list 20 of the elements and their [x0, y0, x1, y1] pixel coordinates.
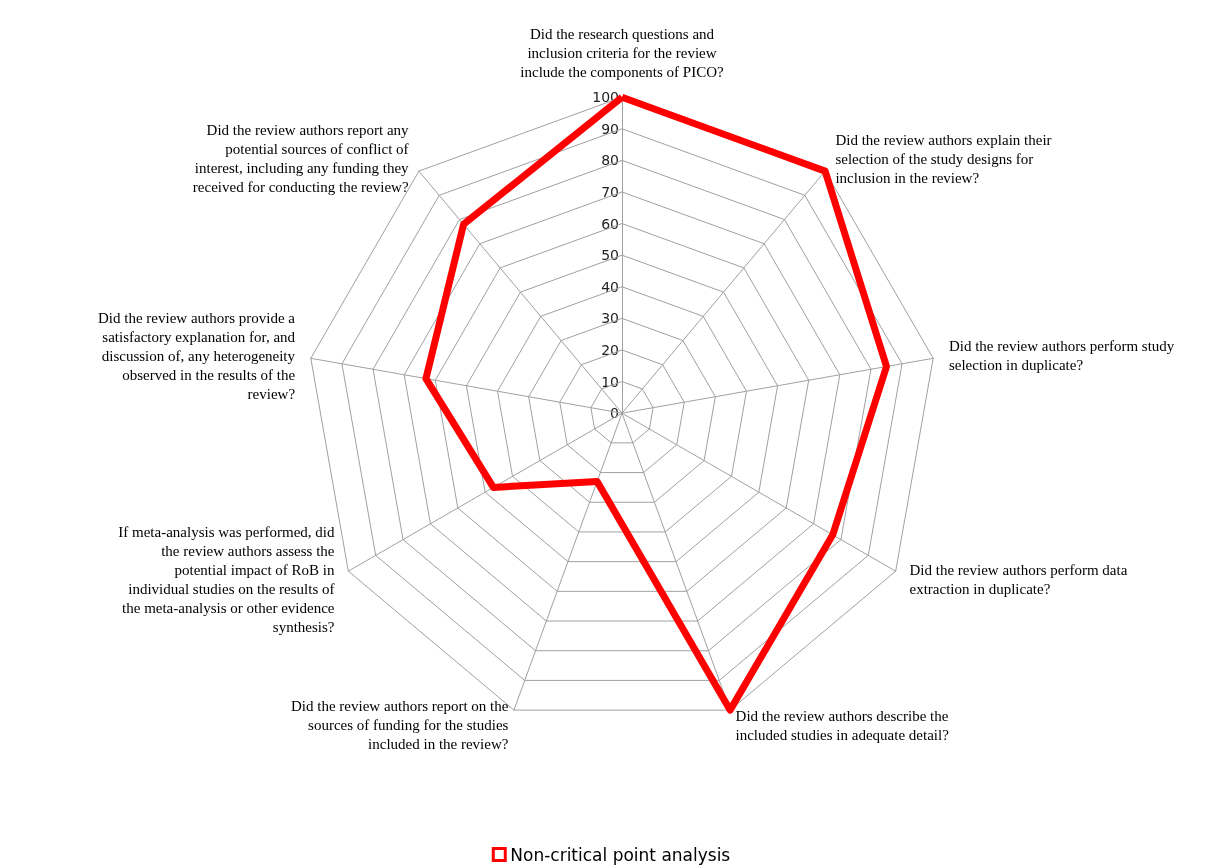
legend-label: Non-critical point analysis	[510, 844, 731, 865]
y-tick-label: 90	[601, 120, 619, 137]
y-tick-label: 80	[601, 152, 619, 169]
y-tick-label: 40	[601, 278, 619, 295]
spoke-label: If meta-analysis was performed, did the review authors assess the potential impact of RoB in individual studies on the results of the meta-analysis or other evidence synthesis?	[118, 523, 335, 635]
y-tick-label: 70	[601, 183, 619, 200]
spoke-label: Did the review authors report on the sources of funding for the studies included in the review?	[291, 698, 509, 753]
y-tick-label: 60	[601, 215, 619, 232]
spoke-label: Did the research questions and inclusion criteria for the review include the components of PICO?	[520, 25, 724, 80]
spoke-label: Did the review authors describe the included studies in adequate detail?	[735, 707, 950, 743]
spoke-label: Did the review authors report any potential sources of conflict of interest, including any funding they received for conducting the review?	[192, 122, 410, 196]
spoke-label: Did the review authors perform data extraction in duplicate?	[909, 561, 1128, 597]
y-tick-label: 10	[601, 373, 619, 390]
y-tick-label: 20	[601, 341, 619, 358]
y-tick-label: 50	[601, 247, 619, 264]
y-tick-label: 30	[601, 310, 619, 327]
spoke-label: Did the review authors perform study selection in duplicate?	[948, 338, 1175, 374]
spoke-label: Did the review authors explain their selection of the study designs for inclusion in the review?	[835, 131, 1052, 186]
spoke-label: Did the review authors provide a satisfactory explanation for, and discussion of, any heterogeneity observed in the results of the review?	[98, 309, 296, 402]
y-tick-label: 0	[610, 405, 619, 422]
